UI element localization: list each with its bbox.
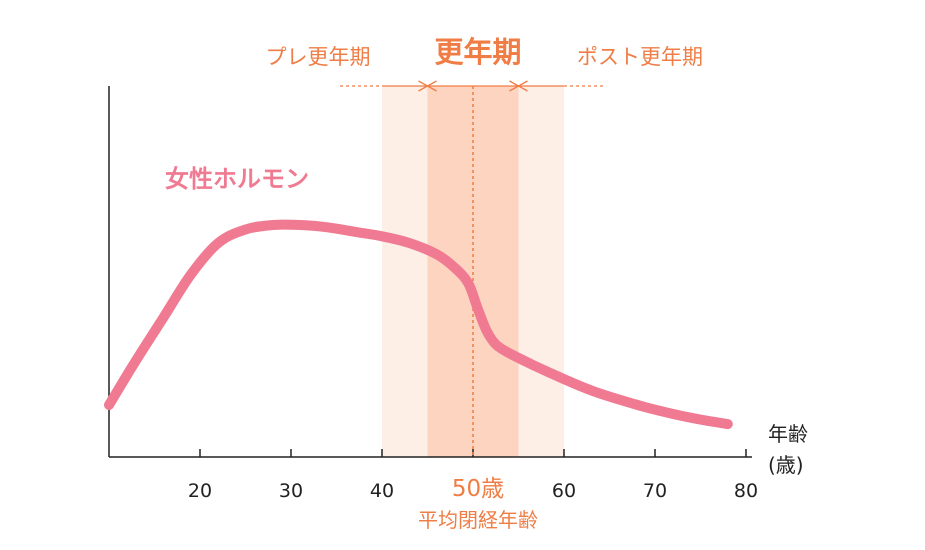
x-tick-label: 60 [552, 480, 576, 502]
x-tick-label: 80 [734, 480, 758, 502]
phase-label-post: ポスト更年期 [577, 45, 703, 69]
phase-label-pre: プレ更年期 [266, 45, 371, 69]
x-axis-ticks: 20 30 40 60 70 80 [188, 449, 758, 502]
main-arrow-head-left [426, 80, 437, 92]
band-pre-menopause [382, 86, 428, 457]
phase-label-main: 更年期 [434, 35, 521, 69]
x-tick-label: 40 [370, 480, 394, 502]
post-arrow-head [517, 80, 528, 92]
band-post-menopause [518, 86, 564, 457]
x-tick-label: 30 [279, 480, 303, 502]
x-tick-label: 70 [643, 480, 667, 502]
annotation-sublabel: 平均閉経年齢 [418, 508, 538, 532]
annotation-age-label: 50歳 [452, 476, 504, 502]
x-axis-title: 年齢 [768, 422, 808, 446]
series-label: 女性ホルモン [165, 165, 309, 193]
hormone-curve [104, 219, 733, 430]
phase-arrows [340, 80, 606, 92]
x-tick-label: 20 [188, 480, 212, 502]
x-axis-unit: (歳) [768, 453, 804, 477]
